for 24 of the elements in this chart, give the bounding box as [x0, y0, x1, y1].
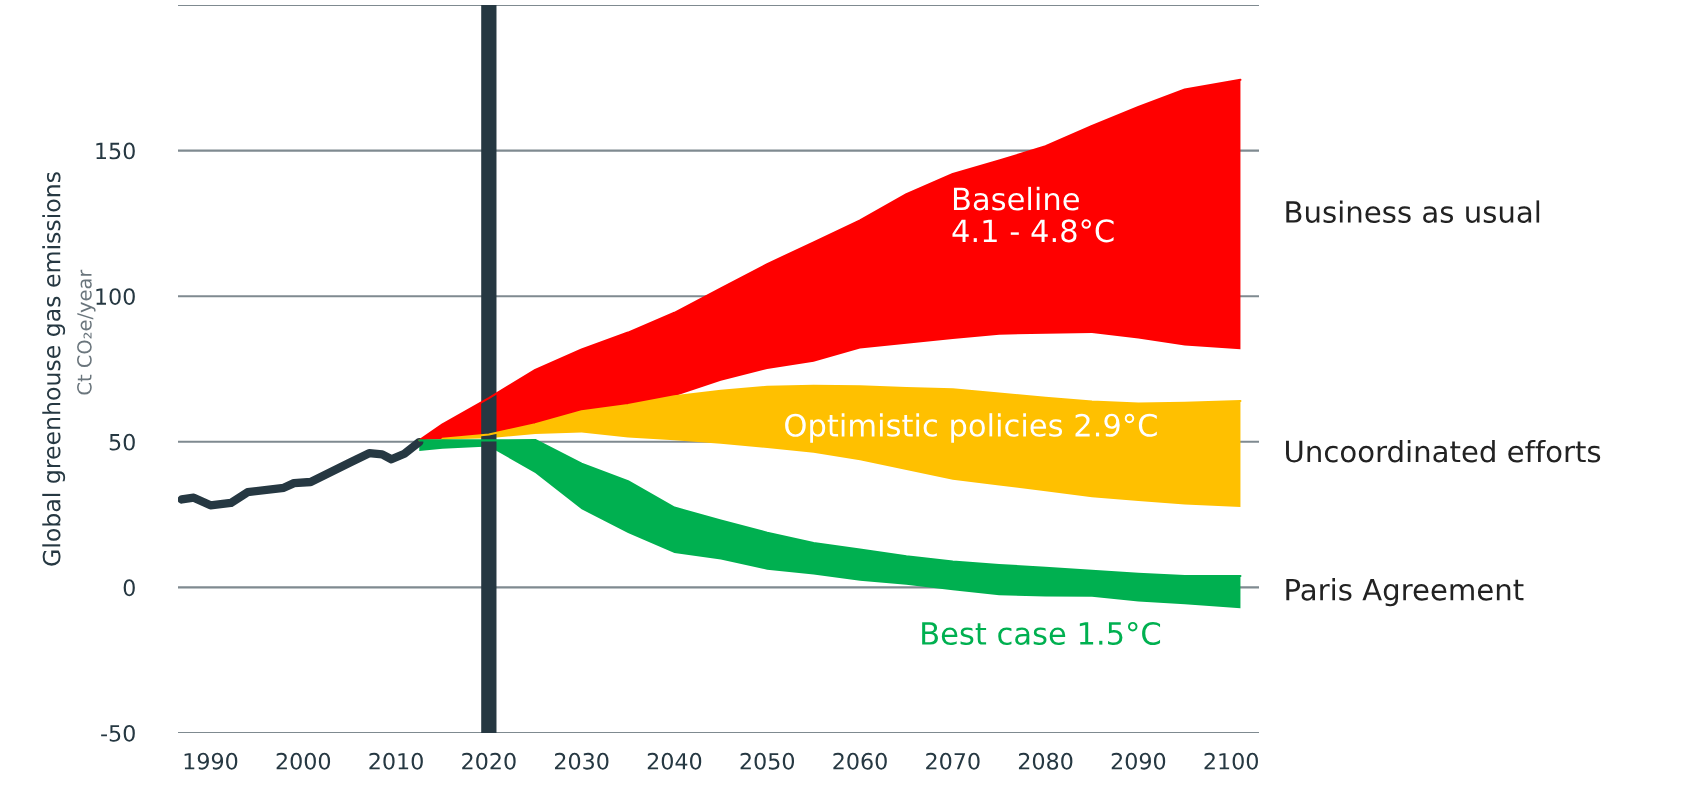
y-tick-label: 0: [123, 579, 135, 597]
y-tick-label: 50: [109, 433, 135, 451]
y-tick-label: -50: [101, 724, 135, 742]
x-tick-label: 2040: [647, 752, 702, 770]
annotation: Baseline 4.1 - 4.8°C: [952, 186, 1114, 243]
x-tick-label: 1990: [184, 752, 238, 770]
x-tick-label: 2080: [1018, 752, 1073, 770]
text: Uncoordinated efforts: [1286, 439, 1601, 463]
x-tick-label: 2070: [926, 752, 980, 770]
y-axis-title: Global greenhouse gas emissions Ct CO₂e/year: [42, 172, 96, 566]
x-tick-label: 2030: [554, 752, 609, 770]
y-tick-label: 100: [96, 288, 135, 305]
y-tick-label: 150: [96, 142, 135, 160]
x-tick-label: 2090: [1111, 752, 1166, 770]
x-tick-label: 2020: [462, 752, 516, 770]
annotation: Best case 1.5°C: [922, 621, 1161, 646]
text: Business as usual: [1286, 200, 1540, 223]
x-tick-label: 2000: [276, 752, 331, 770]
x-tick-label: 2060: [833, 752, 887, 770]
text: Paris Agreement: [1286, 578, 1524, 607]
x-tick-label: 2050: [740, 752, 795, 770]
x-tick-label: 2100: [1204, 752, 1258, 770]
annotation: Optimistic policies 2.9°C: [785, 413, 1157, 443]
x-tick-label: 2010: [369, 752, 423, 770]
